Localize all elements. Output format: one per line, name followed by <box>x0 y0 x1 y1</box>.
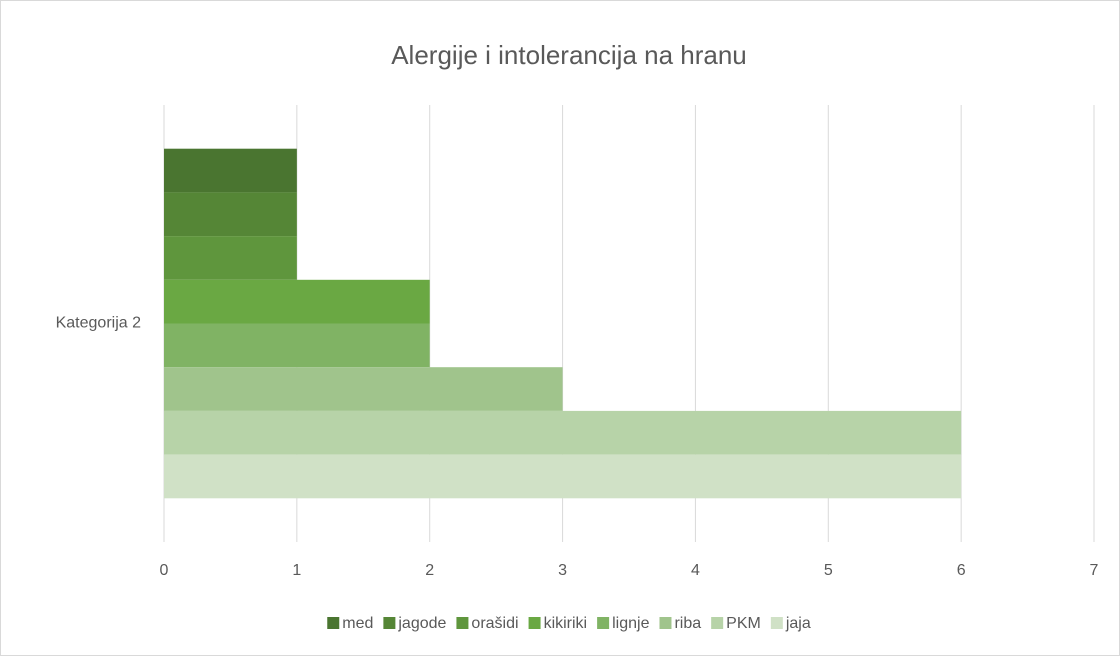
bar <box>164 410 962 455</box>
x-tick-label: 1 <box>292 562 301 579</box>
legend-swatch <box>528 617 541 629</box>
x-tick-label: 7 <box>1090 562 1099 579</box>
bar <box>164 454 962 499</box>
chart-title: Alergije i intolerancija na hranu <box>391 40 747 70</box>
x-tick-label: 6 <box>957 562 966 579</box>
legend-swatch <box>383 617 396 629</box>
legend-label: orašidi <box>471 615 518 632</box>
x-tick-label: 4 <box>691 562 700 579</box>
legend-label: lignje <box>612 615 649 632</box>
legend-label: riba <box>674 615 701 632</box>
legend-swatch <box>456 617 469 629</box>
legend-label: jagode <box>397 615 446 632</box>
x-tick-label: 2 <box>425 562 434 579</box>
legend-swatch <box>659 617 672 629</box>
legend-label: kikiriki <box>544 615 588 632</box>
legend-swatch <box>711 617 724 629</box>
bar <box>164 367 563 411</box>
y-tick-label: Kategorija 2 <box>56 315 141 332</box>
legend-swatch <box>597 617 610 629</box>
legend-label: jaja <box>785 615 811 632</box>
legend-label: PKM <box>726 615 761 632</box>
bar <box>164 323 430 368</box>
x-tick-label: 3 <box>558 562 567 579</box>
bar <box>164 236 297 280</box>
x-tick-label: 0 <box>160 562 169 579</box>
bar <box>164 148 297 193</box>
x-tick-label: 5 <box>824 562 833 579</box>
bar <box>164 192 297 237</box>
legend-swatch <box>770 617 783 629</box>
bar <box>164 279 430 324</box>
legend-swatch <box>327 617 340 629</box>
legend-label: med <box>342 615 373 632</box>
